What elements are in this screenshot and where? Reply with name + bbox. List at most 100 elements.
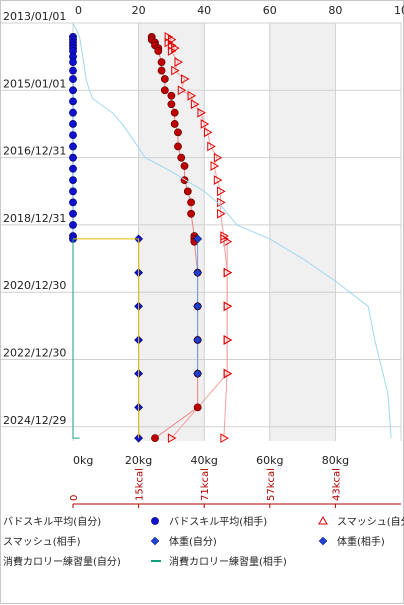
series-4-point bbox=[167, 100, 176, 109]
series-2-point bbox=[187, 90, 197, 101]
calorie-tick-label: 0 bbox=[69, 495, 80, 501]
series-5-point bbox=[193, 234, 203, 244]
series-2-point bbox=[210, 161, 220, 171]
series-0-point bbox=[69, 75, 77, 83]
series-2-point bbox=[171, 65, 180, 76]
series-8-line bbox=[72, 22, 392, 439]
series-4-point bbox=[154, 47, 163, 55]
x-top-tick-label: 60 bbox=[263, 4, 277, 17]
series-0-point bbox=[69, 131, 77, 140]
series-4-point bbox=[170, 120, 179, 128]
series-2-point bbox=[177, 85, 187, 96]
series-0-point bbox=[69, 66, 77, 75]
series-0-point bbox=[69, 198, 77, 207]
legend-marker bbox=[150, 536, 160, 546]
calorie-tick-label: 57kcal bbox=[266, 468, 277, 501]
series-2-point bbox=[220, 433, 229, 444]
series-0-point bbox=[69, 142, 77, 151]
series-4-point bbox=[160, 75, 169, 83]
x-bottom-tick-label: 0kg bbox=[73, 454, 93, 467]
series-2-point bbox=[181, 74, 190, 84]
series-3-point bbox=[223, 335, 233, 345]
x-top-tick-label: 80 bbox=[328, 4, 342, 17]
legend-marker bbox=[151, 517, 159, 525]
legend-label: 体重(自分) bbox=[169, 535, 217, 548]
legend-label: 消費カロリー練習量(自分) bbox=[3, 555, 121, 568]
series-2-point bbox=[217, 208, 226, 219]
series-2-point bbox=[207, 141, 216, 152]
series-4-point bbox=[167, 91, 176, 100]
legend-label: 体重(相手) bbox=[337, 535, 385, 548]
series-0-point bbox=[69, 97, 77, 106]
series-2-point bbox=[174, 57, 183, 67]
series-4-point bbox=[187, 209, 195, 218]
series-7-line bbox=[72, 238, 80, 439]
series-0-point bbox=[69, 108, 77, 117]
series-4-point bbox=[193, 403, 202, 412]
y-tick-label: 2020/12/30 bbox=[3, 279, 66, 292]
series-2-point bbox=[217, 186, 226, 197]
series-0-point bbox=[69, 86, 77, 95]
series-0-point bbox=[69, 187, 77, 196]
legend-marker bbox=[318, 536, 328, 546]
series-4-point bbox=[157, 66, 166, 75]
series-4-point bbox=[170, 108, 179, 117]
series-2-point bbox=[197, 107, 206, 118]
series-0-point bbox=[69, 164, 77, 173]
series-0-point bbox=[69, 58, 77, 66]
series-2-point bbox=[203, 127, 213, 138]
series-6-line bbox=[73, 238, 140, 439]
shaded-band bbox=[138, 23, 205, 441]
series-5-point bbox=[193, 268, 203, 278]
series-4-point bbox=[160, 86, 169, 95]
calorie-tick-label: 43kcal bbox=[331, 468, 342, 501]
y-tick-label: 2015/01/01 bbox=[3, 77, 66, 90]
y-tick-label: 2018/12/31 bbox=[3, 212, 66, 225]
legend-label: バドスキル平均(自分) bbox=[3, 515, 101, 528]
series-0-point bbox=[69, 176, 77, 184]
series-4-point bbox=[187, 198, 195, 207]
y-tick-label: 2024/12/29 bbox=[3, 414, 66, 427]
x-bottom-tick-label: 40kg bbox=[191, 454, 218, 467]
series-3-point bbox=[220, 234, 229, 244]
x-top-tick-label: 40 bbox=[197, 4, 211, 17]
series-3-point bbox=[167, 433, 177, 444]
series-4-point bbox=[183, 187, 192, 196]
series-4-point bbox=[157, 58, 166, 66]
series-5-point bbox=[193, 301, 203, 311]
y-tick-label: 2022/12/30 bbox=[3, 347, 66, 360]
series-3-point bbox=[223, 301, 233, 312]
series-4-point bbox=[177, 153, 186, 162]
y-tick-label: 2013/01/01 bbox=[3, 10, 66, 23]
legend-label: バドスキル平均(相手) bbox=[169, 515, 267, 528]
series-4-point bbox=[174, 128, 182, 137]
legend-label: 消費カロリー練習量(相手) bbox=[169, 555, 287, 568]
series-2-point bbox=[171, 43, 180, 54]
legend-label: スマッシュ(自分) bbox=[337, 515, 404, 528]
series-4-point bbox=[151, 434, 159, 443]
series-3-point bbox=[223, 267, 233, 278]
y-tick-label: 2016/12/31 bbox=[3, 145, 66, 158]
series-4-point bbox=[174, 142, 182, 151]
x-top-tick-label: 10 bbox=[394, 4, 404, 17]
x-bottom-tick-label: 60kg bbox=[256, 454, 283, 467]
series-5-point bbox=[193, 369, 203, 379]
shaded-band bbox=[269, 23, 336, 441]
legend-marker bbox=[318, 515, 328, 525]
series-2-point bbox=[213, 175, 223, 185]
series-0-point bbox=[69, 120, 77, 128]
series-0-point bbox=[69, 221, 77, 229]
series-2-line bbox=[167, 36, 228, 439]
series-5-point bbox=[193, 335, 203, 345]
x-top-tick-label: 20 bbox=[132, 4, 146, 17]
series-3-point bbox=[223, 368, 233, 379]
series-2-point bbox=[167, 46, 177, 56]
x-bottom-tick-label: 20kg bbox=[125, 454, 152, 467]
calorie-tick-label: 71kcal bbox=[200, 468, 211, 501]
x-top-tick-label: 0 bbox=[75, 4, 82, 17]
series-2-point bbox=[200, 119, 210, 129]
series-0-point bbox=[69, 153, 77, 162]
series-2-point bbox=[190, 99, 200, 110]
series-3-line bbox=[171, 238, 228, 439]
